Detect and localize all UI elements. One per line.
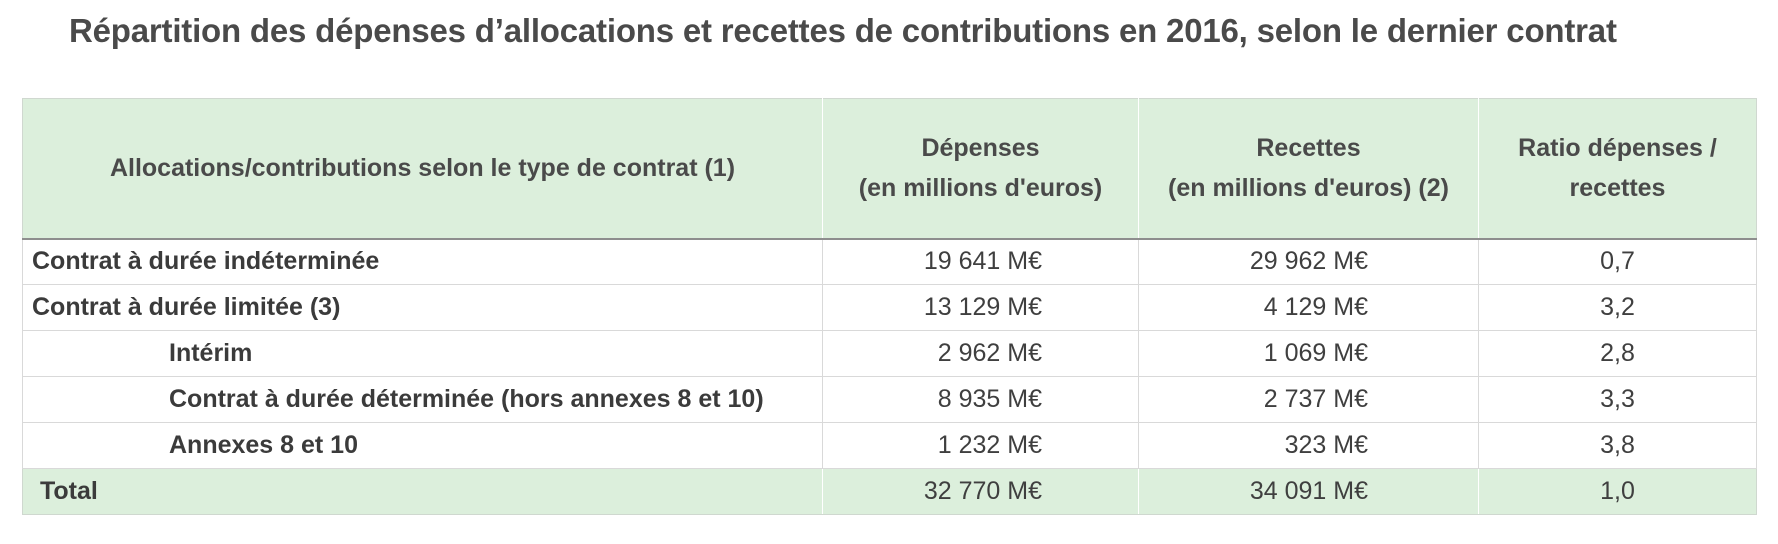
header-depenses-line2: (en millions d'euros) (858, 174, 1103, 203)
header-recettes: Recettes (en millions d'euros) (2) (1138, 98, 1479, 240)
row-ratio: 2,8 (1478, 330, 1757, 377)
row-ratio: 0,7 (1478, 238, 1757, 285)
table-row-cdi: Contrat à durée indéterminée 19 641 M€ 2… (22, 238, 1757, 285)
table-body: Contrat à durée indéterminée 19 641 M€ 2… (22, 238, 1757, 515)
row-label: Annexes 8 et 10 (22, 422, 823, 469)
table-row-duree-limitee: Contrat à durée limitée (3) 13 129 M€ 4 … (22, 284, 1757, 331)
header-depenses-line1: Dépenses (921, 134, 1040, 163)
header-recettes-line2: (en millions d'euros) (2) (1168, 174, 1449, 203)
header-ratio-line2: recettes (1569, 174, 1666, 203)
row-ratio: 3,2 (1478, 284, 1757, 331)
row-recettes: 323 M€ (1138, 422, 1479, 469)
table-row-total: Total 32 770 M€ 34 091 M€ 1,0 (22, 468, 1757, 515)
row-ratio: 3,8 (1478, 422, 1757, 469)
total-depenses: 32 770 M€ (822, 468, 1139, 515)
page-title: Répartition des dépenses d’allocations e… (69, 12, 1617, 49)
row-label: Contrat à durée indéterminée (22, 238, 823, 285)
row-recettes: 1 069 M€ (1138, 330, 1479, 377)
table-row-annexes: Annexes 8 et 10 1 232 M€ 323 M€ 3,8 (22, 422, 1757, 469)
row-depenses: 13 129 M€ (822, 284, 1139, 331)
header-contract-type: Allocations/contributions selon le type … (22, 98, 823, 240)
expenses-revenue-table: Allocations/contributions selon le type … (22, 98, 1757, 515)
row-ratio: 3,3 (1478, 376, 1757, 423)
row-label: Intérim (22, 330, 823, 377)
row-recettes: 4 129 M€ (1138, 284, 1479, 331)
header-row: Allocations/contributions selon le type … (22, 98, 1757, 240)
row-recettes: 29 962 M€ (1138, 238, 1479, 285)
table-row-interim: Intérim 2 962 M€ 1 069 M€ 2,8 (22, 330, 1757, 377)
row-label: Contrat à durée limitée (3) (22, 284, 823, 331)
header-depenses: Dépenses (en millions d'euros) (822, 98, 1139, 240)
header-ratio-line1: Ratio dépenses / (1518, 134, 1717, 163)
total-label: Total (22, 468, 823, 515)
row-depenses: 19 641 M€ (822, 238, 1139, 285)
row-depenses: 1 232 M€ (822, 422, 1139, 469)
row-depenses: 2 962 M€ (822, 330, 1139, 377)
row-depenses: 8 935 M€ (822, 376, 1139, 423)
row-label: Contrat à durée déterminée (hors annexes… (22, 376, 823, 423)
total-recettes: 34 091 M€ (1138, 468, 1479, 515)
header-contract-type-label: Allocations/contributions selon le type … (109, 154, 736, 183)
header-ratio: Ratio dépenses / recettes (1478, 98, 1757, 240)
header-recettes-line1: Recettes (1256, 134, 1361, 163)
total-ratio: 1,0 (1478, 468, 1757, 515)
table-row-cdd: Contrat à durée déterminée (hors annexes… (22, 376, 1757, 423)
table-header: Allocations/contributions selon le type … (22, 98, 1757, 240)
row-recettes: 2 737 M€ (1138, 376, 1479, 423)
